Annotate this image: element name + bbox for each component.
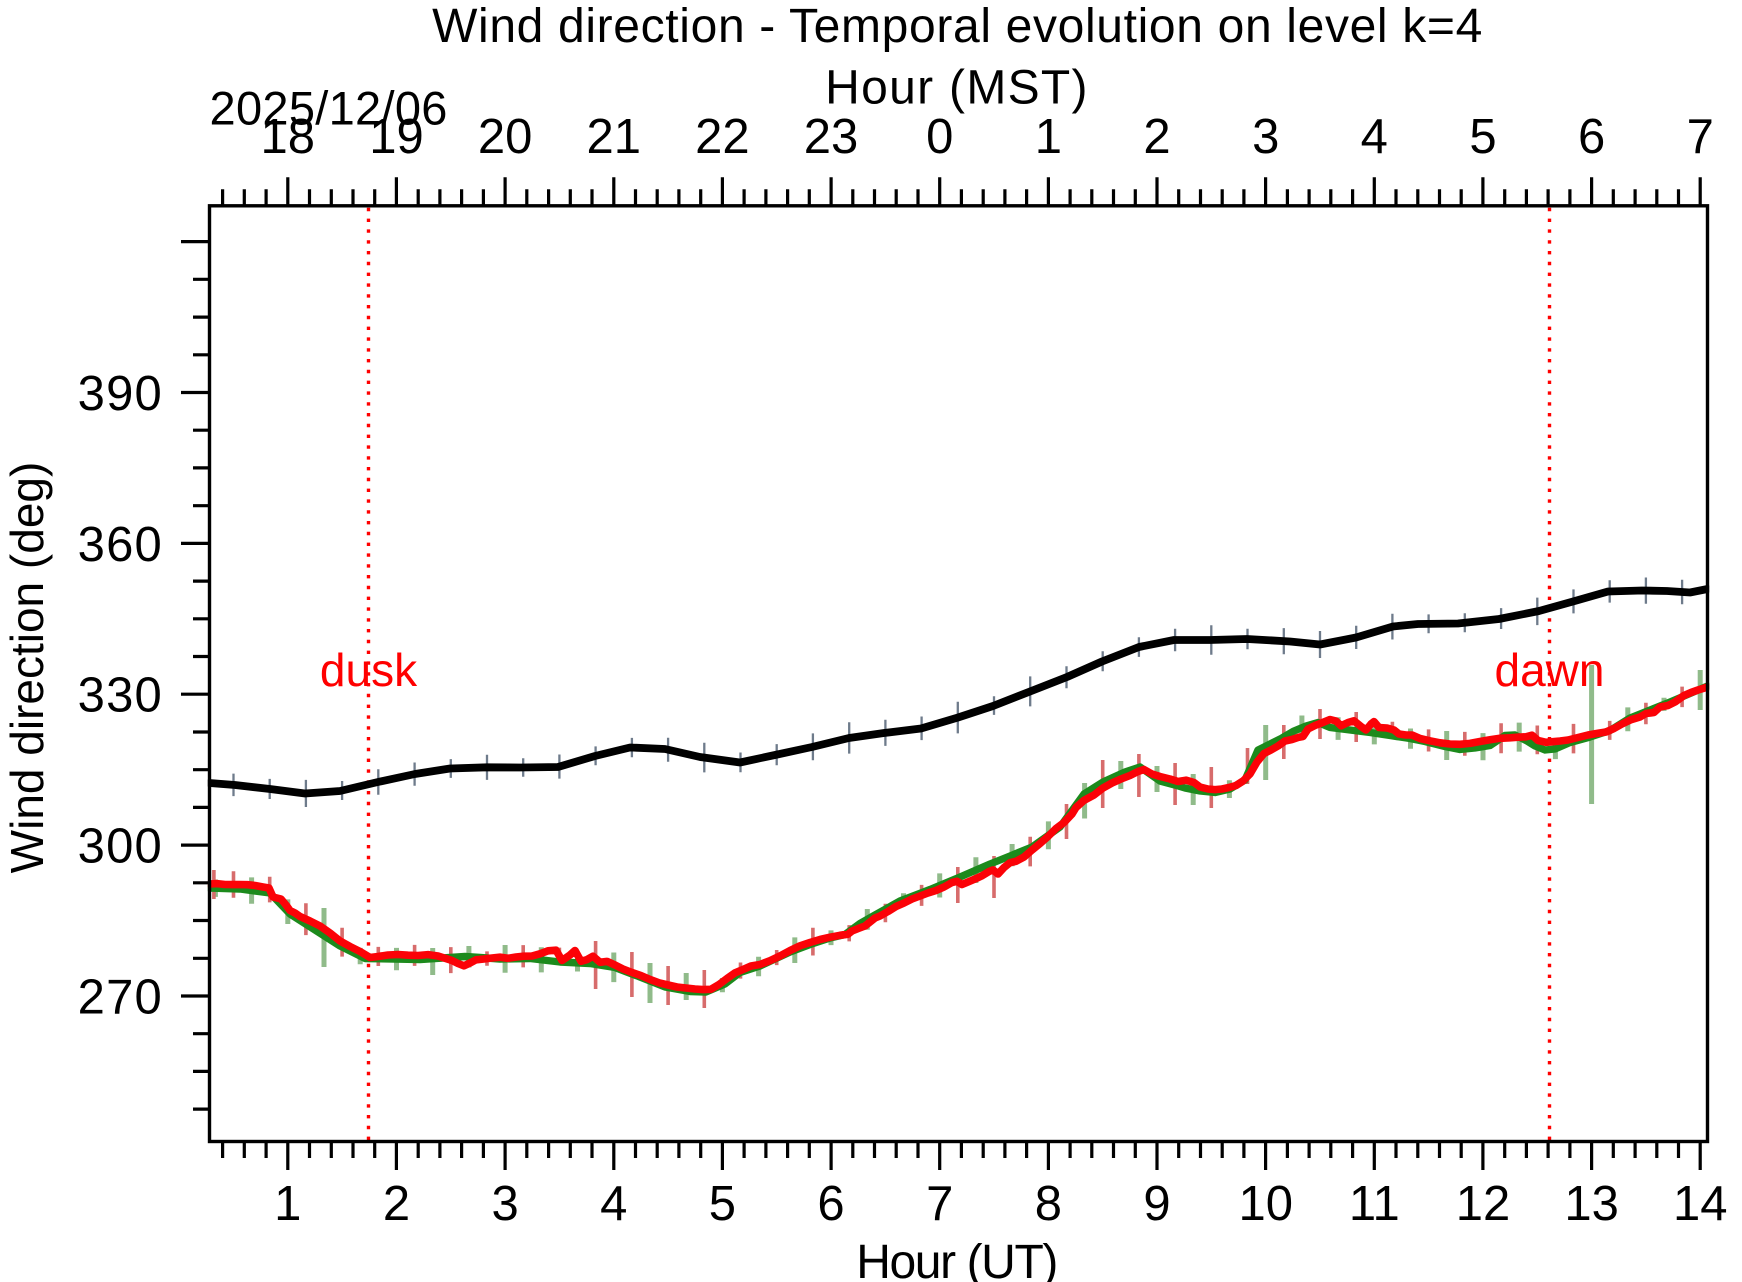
- svg-text:7: 7: [926, 1177, 953, 1231]
- svg-text:20: 20: [478, 110, 533, 164]
- svg-text:2: 2: [383, 1177, 410, 1231]
- svg-text:11: 11: [1349, 1177, 1400, 1231]
- svg-text:2025/12/06: 2025/12/06: [210, 82, 448, 135]
- svg-text:5: 5: [1469, 110, 1496, 164]
- svg-text:9: 9: [1143, 1177, 1170, 1231]
- svg-text:1: 1: [274, 1177, 301, 1231]
- svg-text:Hour (UT): Hour (UT): [856, 1236, 1057, 1282]
- svg-text:3: 3: [491, 1177, 518, 1231]
- svg-text:12: 12: [1456, 1177, 1511, 1231]
- svg-text:22: 22: [695, 110, 750, 164]
- svg-text:0: 0: [926, 110, 953, 164]
- svg-text:14: 14: [1673, 1177, 1728, 1231]
- svg-text:10: 10: [1238, 1177, 1293, 1231]
- svg-text:2: 2: [1143, 110, 1170, 164]
- svg-text:dawn: dawn: [1495, 644, 1605, 696]
- svg-text:360: 360: [78, 518, 163, 572]
- svg-text:19: 19: [369, 110, 424, 164]
- svg-text:4: 4: [600, 1177, 627, 1231]
- svg-text:13: 13: [1564, 1177, 1619, 1231]
- svg-text:4: 4: [1361, 110, 1388, 164]
- svg-text:3: 3: [1252, 110, 1279, 164]
- svg-text:330: 330: [78, 669, 163, 723]
- svg-text:23: 23: [804, 110, 859, 164]
- svg-text:1: 1: [1035, 110, 1062, 164]
- svg-text:Wind direction (deg): Wind direction (deg): [1, 462, 53, 874]
- svg-text:21: 21: [587, 110, 642, 164]
- svg-text:6: 6: [1578, 110, 1605, 164]
- svg-text:8: 8: [1035, 1177, 1062, 1231]
- svg-text:390: 390: [78, 367, 163, 421]
- svg-text:270: 270: [78, 971, 163, 1025]
- svg-text:Hour (MST): Hour (MST): [825, 62, 1089, 115]
- svg-text:7: 7: [1687, 110, 1714, 164]
- svg-text:300: 300: [78, 820, 163, 874]
- svg-text:5: 5: [709, 1177, 736, 1231]
- svg-text:dusk: dusk: [320, 644, 418, 696]
- svg-text:6: 6: [817, 1177, 844, 1231]
- svg-text:Wind direction - Temporal evol: Wind direction - Temporal evolution on l…: [432, 0, 1483, 53]
- svg-text:18: 18: [261, 110, 316, 164]
